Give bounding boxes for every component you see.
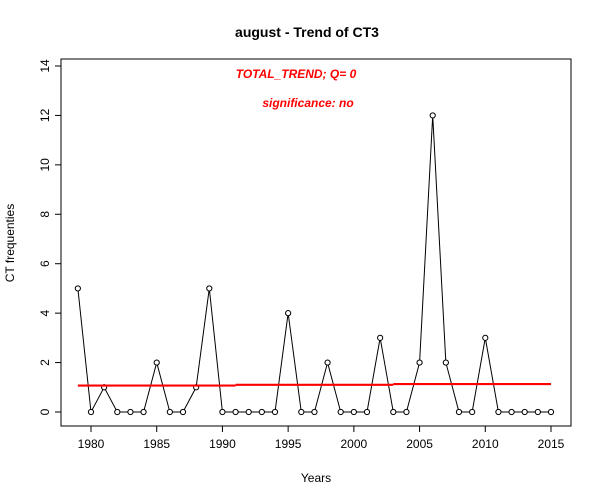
data-point-1986 (166, 408, 173, 416)
series-line-0 (77, 115, 551, 414)
data-point-1985 (153, 359, 160, 366)
data-point-2003 (390, 408, 397, 416)
x-tick-label-2015: 2015 (538, 437, 565, 451)
y-axis-label: CT frequenties (3, 204, 17, 283)
data-point-1991 (232, 408, 239, 416)
series-layer (74, 112, 555, 416)
data-point-1984 (140, 408, 147, 416)
data-point-1990 (219, 408, 226, 416)
data-point-2009 (469, 408, 476, 416)
x-tick-label-2000: 2000 (341, 437, 368, 451)
data-point-1979 (74, 285, 81, 292)
annotation-total-trend: TOTAL_TREND; Q= 0 (236, 67, 357, 81)
data-point-2011 (495, 408, 502, 416)
chart-title: august - Trend of CT3 (235, 24, 379, 40)
data-point-2010 (482, 334, 489, 341)
y-tick-label-2: 2 (38, 359, 52, 366)
data-point-1992 (245, 408, 252, 416)
y-axis: 0 2 4 6 8 10 12 14 (38, 59, 61, 415)
data-point-1994 (271, 408, 279, 416)
x-tick-label-1990: 1990 (209, 437, 236, 451)
data-point-2006 (429, 112, 436, 119)
data-point-1998 (324, 359, 331, 366)
y-tick-label-4: 4 (38, 309, 52, 316)
y-tick-label-0: 0 (38, 408, 52, 415)
data-point-2013 (521, 408, 528, 416)
data-point-1983 (127, 408, 134, 416)
data-point-1987 (179, 408, 187, 416)
data-point-2007 (442, 359, 449, 366)
x-tick-label-1995: 1995 (275, 437, 302, 451)
y-tick-label-8: 8 (38, 211, 52, 218)
annotation-significance: significance: no (262, 96, 353, 110)
data-point-1996 (298, 408, 305, 416)
data-point-1999 (337, 408, 344, 416)
x-axis-label: Years (301, 471, 331, 485)
data-point-2000 (350, 408, 357, 416)
trend-layer (77, 382, 551, 387)
y-tick-label-12: 12 (38, 108, 52, 122)
x-tick-label-1985: 1985 (143, 437, 170, 451)
data-point-1980 (87, 408, 95, 416)
x-tick-label-2010: 2010 (472, 437, 499, 451)
x-axis: 1980 1985 1990 1995 2000 2005 2010 2015 (78, 426, 565, 451)
data-point-1989 (206, 285, 213, 292)
data-point-2005 (416, 359, 423, 366)
plot-frame (60, 58, 572, 427)
data-point-2012 (508, 408, 515, 416)
data-point-1997 (311, 408, 318, 416)
x-tick-label-2005: 2005 (406, 437, 433, 451)
data-point-1995 (285, 310, 292, 317)
data-point-2001 (363, 408, 371, 416)
data-point-2004 (403, 408, 410, 416)
data-point-1993 (258, 408, 265, 416)
y-tick-label-14: 14 (38, 59, 52, 73)
y-tick-label-10: 10 (38, 158, 52, 172)
data-point-2014 (534, 408, 541, 416)
data-point-2002 (377, 334, 384, 341)
data-point-2015 (547, 408, 555, 416)
data-point-2008 (455, 408, 463, 416)
x-tick-label-1980: 1980 (78, 437, 105, 451)
y-tick-label-6: 6 (38, 260, 52, 267)
data-point-1982 (114, 408, 121, 416)
